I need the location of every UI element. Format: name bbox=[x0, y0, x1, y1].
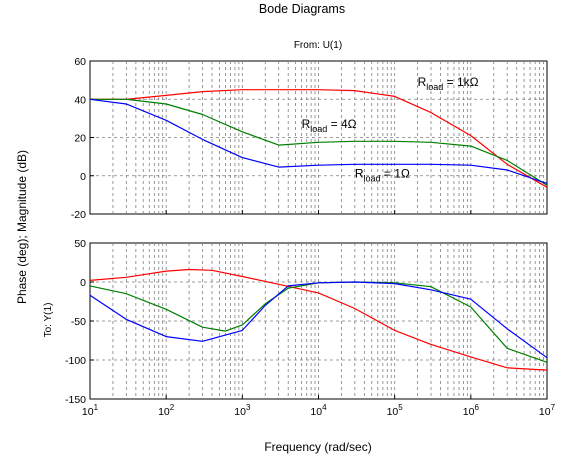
phase-ytick-label: 50 bbox=[74, 238, 86, 250]
phase-series-red bbox=[89, 268, 548, 371]
mag-ytick-label: 20 bbox=[74, 133, 86, 145]
xtick-label: 106 bbox=[463, 403, 480, 418]
from-label: From: U(1) bbox=[294, 40, 342, 51]
phase-ytick-label: -100 bbox=[65, 355, 86, 367]
phase-ytick-label: -150 bbox=[65, 394, 86, 406]
magnitude-plot: -20 0 20 40 60 Rload = 1kΩ Rload = 4Ω Rload = 1… bbox=[71, 56, 548, 221]
phase-ytick-label: 0 bbox=[80, 277, 86, 289]
mag-ytick-label: -20 bbox=[71, 209, 86, 221]
phase-plot: -150 -100 -50 0 50 bbox=[65, 238, 548, 406]
phase-series-blue bbox=[89, 281, 548, 359]
mag-grid bbox=[90, 61, 547, 214]
xtick-label: 105 bbox=[387, 403, 404, 418]
mag-ytick-label: 40 bbox=[74, 94, 86, 106]
to-label: To: Y(1) bbox=[43, 303, 54, 338]
series-annotation: Rload = 1kΩ bbox=[418, 75, 479, 92]
xtick-label: 104 bbox=[310, 403, 327, 418]
mag-series-blue bbox=[89, 98, 548, 184]
chart-title: Bode Diagrams bbox=[259, 2, 345, 16]
mag-ytick-label: 60 bbox=[74, 56, 86, 68]
phase-series-green bbox=[89, 281, 548, 363]
phase-ytick-label: -50 bbox=[71, 316, 86, 328]
series-annotation: Rload = 1Ω bbox=[355, 167, 410, 184]
series-annotation: Rload = 4Ω bbox=[302, 117, 357, 134]
xtick-label: 107 bbox=[539, 403, 556, 418]
y-axis-label: Phase (deg); Magnitude (dB) bbox=[15, 150, 29, 304]
mag-series-green bbox=[90, 98, 548, 186]
xtick-label: 102 bbox=[158, 403, 175, 418]
mag-ytick-label: 0 bbox=[80, 171, 86, 183]
x-axis-label: Frequency (rad/sec) bbox=[264, 440, 371, 454]
xtick-label: 101 bbox=[82, 403, 99, 418]
xtick-label: 103 bbox=[234, 403, 251, 418]
mag-series-red bbox=[90, 89, 548, 188]
